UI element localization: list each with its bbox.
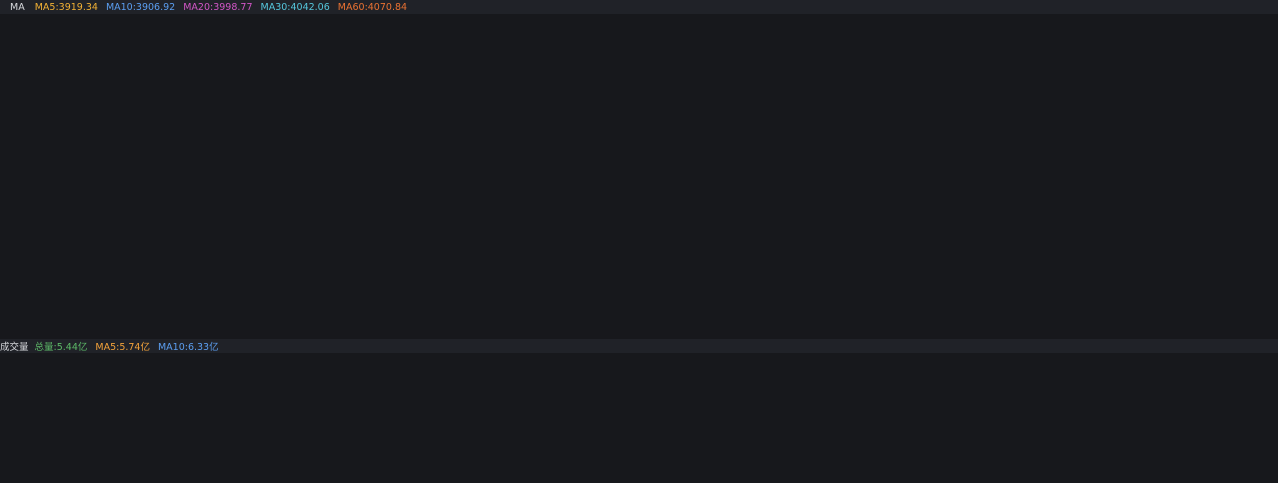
volume-legend: 成交量 总量:5.44亿 MA5:5.74亿 MA10:6.33亿 bbox=[0, 339, 1278, 353]
price-legend: MA MA5:3919.34 MA10:3906.92 MA20:3998.77 MA… bbox=[0, 0, 1278, 14]
indicator-title: MA bbox=[10, 1, 25, 13]
legend-entry: MA30:4042.06 bbox=[260, 1, 330, 13]
legend-entry: MA5:3919.34 bbox=[34, 1, 98, 13]
legend-entry: 总量:5.44亿 bbox=[34, 342, 88, 353]
legend-entry: MA5:5.74亿 bbox=[95, 342, 150, 353]
legend-entry: MA10:6.33亿 bbox=[157, 342, 219, 353]
legend-entry: MA10:3906.92 bbox=[105, 1, 176, 13]
legend-entry: MA60:4070.84 bbox=[337, 1, 408, 13]
legend-entry: MA20:3998.77 bbox=[183, 1, 253, 13]
volume-title: 成交量 bbox=[0, 342, 29, 353]
